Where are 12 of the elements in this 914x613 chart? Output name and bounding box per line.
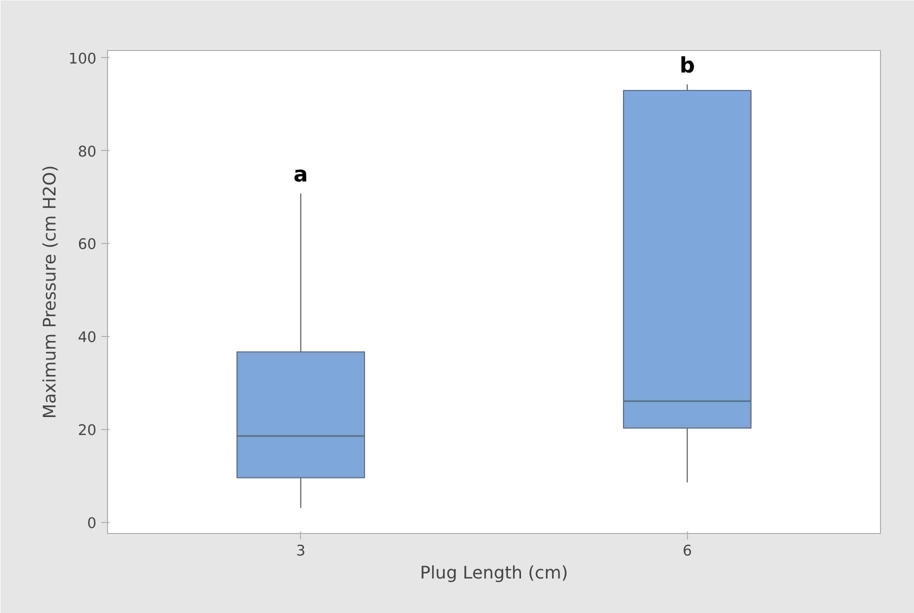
y-tick-label: 40	[78, 329, 97, 346]
y-tick-label: 80	[78, 143, 97, 160]
annotation: b	[680, 53, 695, 78]
x-tick-label: 3	[296, 542, 306, 560]
x-tick-label: 6	[682, 542, 692, 560]
y-tick-label: 20	[78, 422, 97, 439]
y-tick-label: 100	[68, 50, 97, 68]
y-tick-label: 0	[87, 514, 97, 532]
y-tick-label: 60	[78, 236, 97, 254]
y-axis-title: Maximum Pressure (cm H2O)	[40, 165, 61, 419]
x-axis-title: Plug Length (cm)	[420, 564, 568, 584]
annotation: a	[294, 162, 308, 188]
